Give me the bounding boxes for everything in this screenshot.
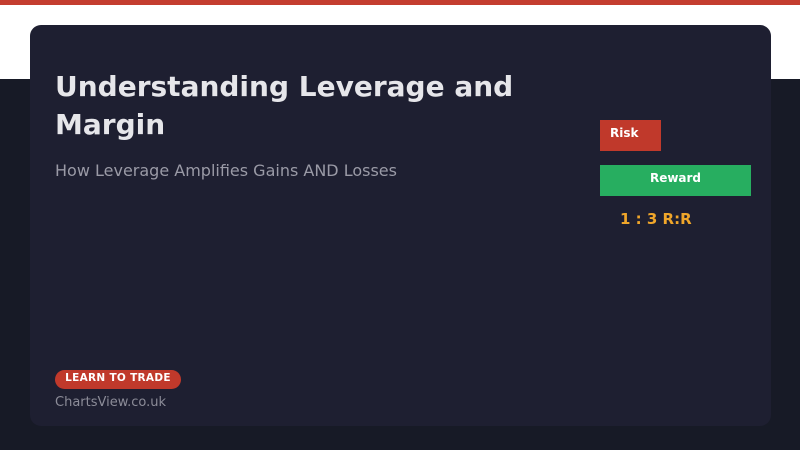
risk-reward-ratio: 1 : 3 R:R — [620, 210, 692, 228]
brand-url: ChartsView.co.uk — [55, 395, 167, 410]
content-card: Understanding Leverage and Margin How Le… — [30, 25, 771, 426]
learn-to-trade-button[interactable]: LEARN TO TRADE — [55, 370, 181, 389]
top-accent-bar — [0, 0, 800, 5]
reward-bar: Reward — [600, 165, 751, 196]
page-title: Understanding Leverage and Margin — [55, 70, 514, 141]
risk-bar: Risk — [600, 120, 661, 151]
page-subtitle: How Leverage Amplifies Gains AND Losses — [55, 161, 397, 180]
